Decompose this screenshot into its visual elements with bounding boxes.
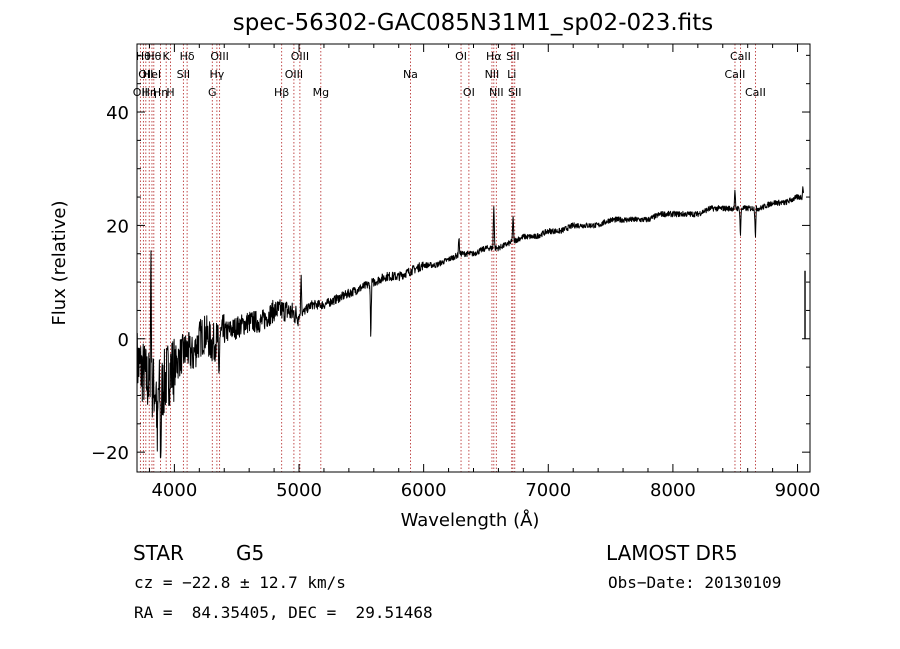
line-label: Hα — [486, 50, 502, 63]
x-tick-label: 4000 — [151, 480, 197, 501]
spectrum-layer — [136, 186, 806, 459]
redshift-velocity: cz = −22.8 ± 12.7 km/s — [134, 573, 346, 592]
line-label: SII — [177, 68, 190, 81]
y-tick-label: −20 — [91, 443, 129, 464]
line-label: G — [208, 86, 217, 99]
line-label-layer: OIIHθOIIHηHeIHθHηKHSIIHδGHγOIIIHβOIIIOII… — [133, 50, 766, 99]
chart-title: spec-56302-GAC085N31M1_sp02-023.fits — [232, 10, 714, 36]
line-label: CaII — [730, 50, 751, 63]
object-subclass: G5 — [236, 541, 265, 565]
observation-date: Obs−Date: 20130109 — [608, 573, 782, 592]
line-label: Hδ — [180, 50, 195, 63]
x-tick-label: 5000 — [276, 480, 322, 501]
line-label: Hη — [142, 86, 157, 99]
line-label: Na — [403, 68, 418, 81]
line-label: OI — [463, 86, 475, 99]
line-label: OIII — [291, 50, 309, 63]
line-label: SII — [508, 86, 521, 99]
plot-frame — [136, 43, 811, 473]
y-tick-label: 0 — [118, 330, 129, 351]
line-label: OIII — [285, 68, 303, 81]
line-label: OII — [138, 68, 153, 81]
survey-name: LAMOST DR5 — [606, 541, 738, 565]
x-tick-label: 8000 — [650, 480, 696, 501]
x-tick-label: 9000 — [775, 480, 821, 501]
line-label: Hβ — [274, 86, 289, 99]
y-axis-label: Flux (relative) — [49, 200, 70, 326]
x-tick-label: 6000 — [401, 480, 447, 501]
y-tick-label: 40 — [106, 103, 129, 124]
axes-layer: 4000 5000 6000 7000 8000 9000 −20 0 20 40 — [91, 43, 821, 501]
ra-dec-coordinates: RA = 84.35405, DEC = 29.51468 — [134, 603, 433, 622]
y-tick-label: 20 — [106, 216, 129, 237]
line-label: Mg — [313, 86, 329, 99]
line-label: OI — [455, 50, 467, 63]
line-label: OIII — [210, 50, 228, 63]
line-label: H — [166, 86, 174, 99]
line-label: NII — [489, 86, 504, 99]
object-class: STAR — [133, 541, 184, 565]
line-label: SII — [506, 50, 519, 63]
line-label: CaII — [745, 86, 766, 99]
line-label: K — [163, 50, 171, 63]
x-tick-label: 7000 — [525, 480, 571, 501]
x-axis-label: Wavelength (Å) — [400, 510, 540, 531]
line-label: CaII — [725, 68, 746, 81]
line-label: Hθ — [136, 50, 151, 63]
line-label: NII — [485, 68, 500, 81]
line-label: Li — [507, 68, 516, 81]
line-marker-layer — [139, 44, 756, 472]
line-label: Hγ — [209, 68, 224, 81]
spectrum-line — [136, 186, 804, 459]
line-label: Hη — [153, 86, 168, 99]
line-label: Hθ — [146, 50, 161, 63]
line-label: HeI — [143, 68, 161, 81]
